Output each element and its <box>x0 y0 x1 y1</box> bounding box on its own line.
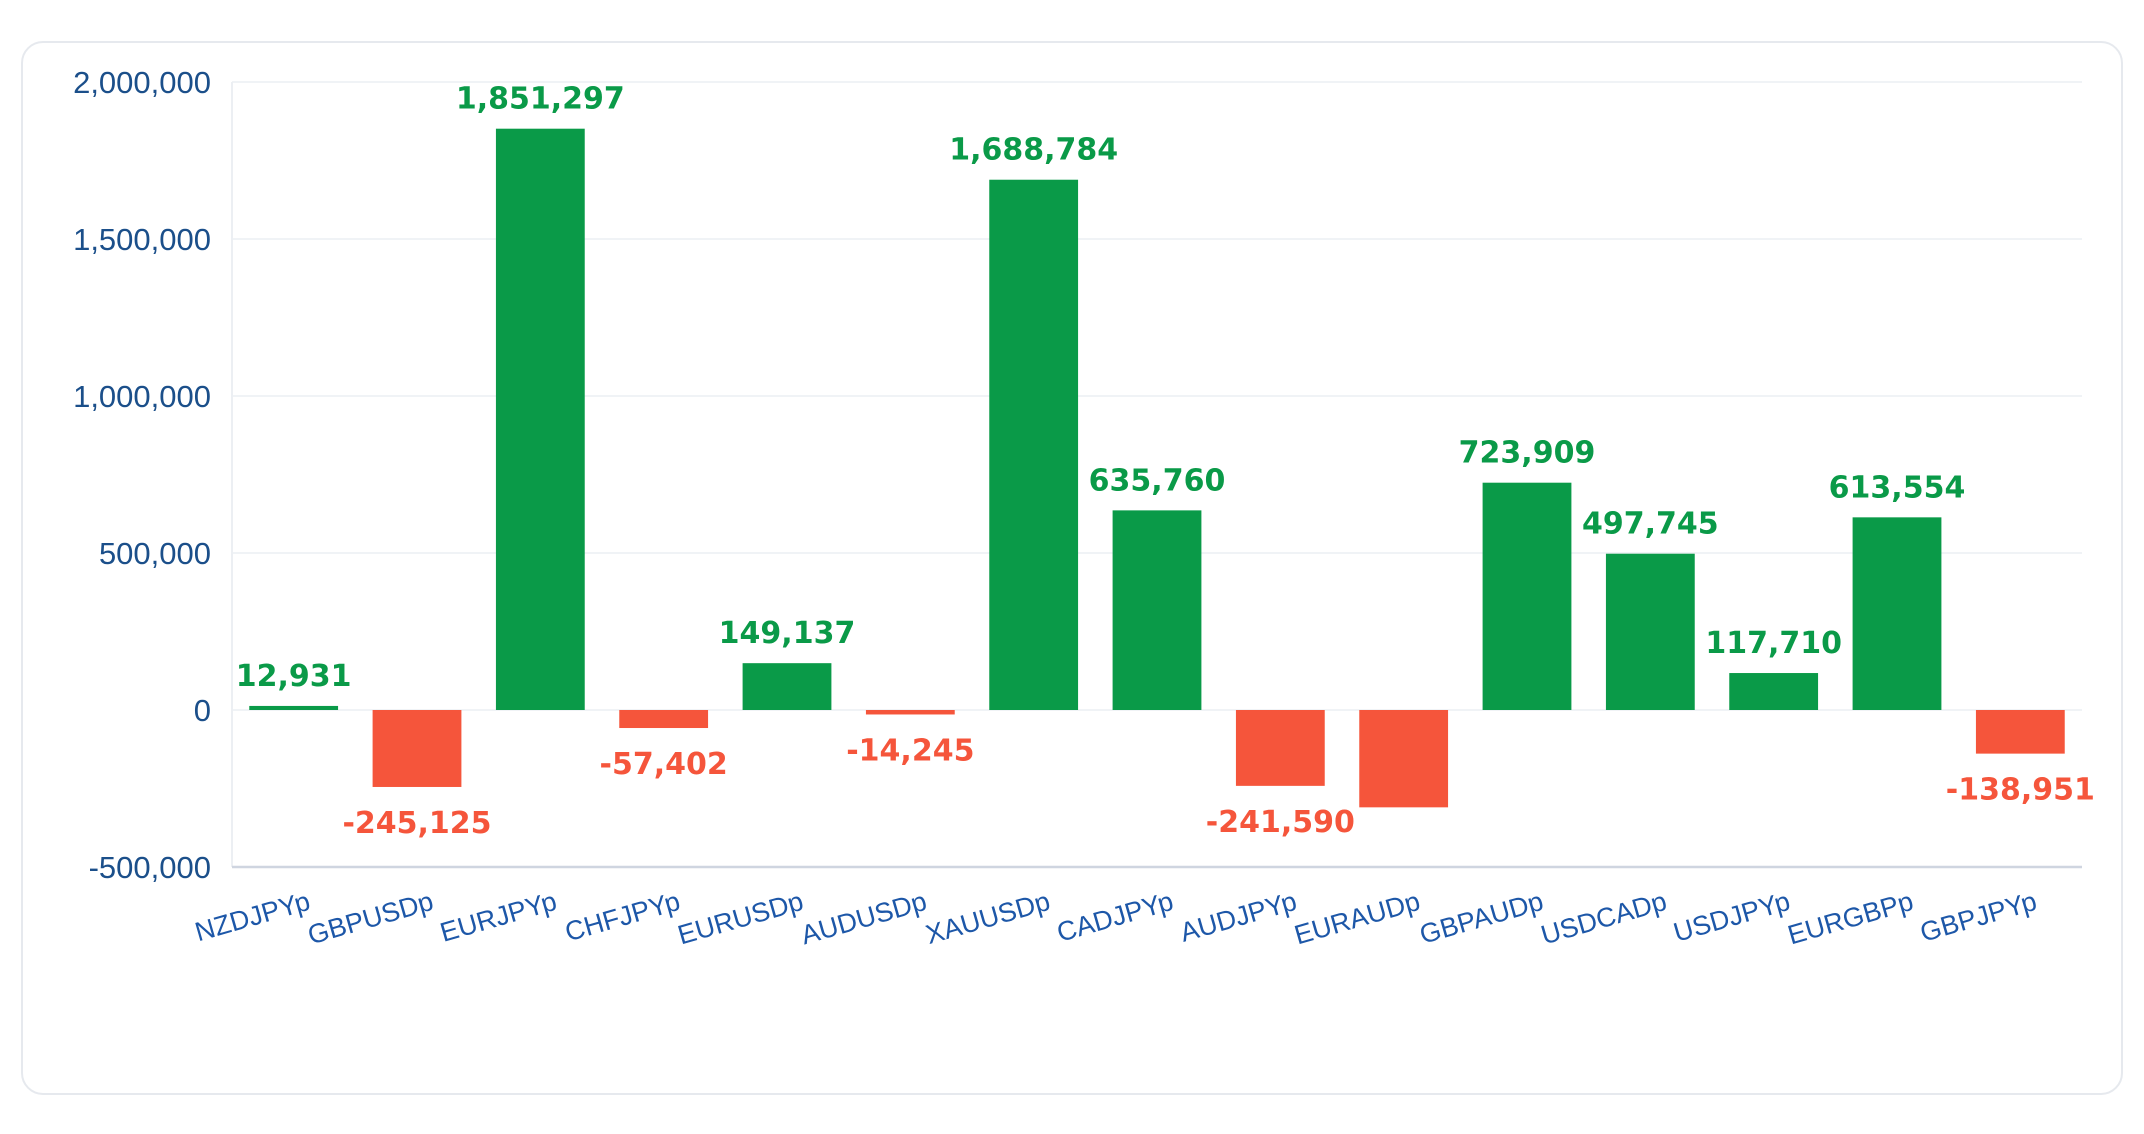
data-label: -57,402 <box>600 747 728 782</box>
bar-chfjpyp <box>619 710 709 729</box>
bar-eurgbpp <box>1852 517 1942 710</box>
bar-gbpaudp <box>1482 482 1572 710</box>
data-label: -14,245 <box>846 733 974 768</box>
bar-eurusdp <box>742 663 832 710</box>
x-tick-label: AUDJPYp <box>1177 886 1300 948</box>
data-label: 149,137 <box>719 616 856 651</box>
bar-nzdjpyp <box>249 705 339 710</box>
data-label: -138,951 <box>1946 773 2095 808</box>
bar-usdcadp <box>1605 553 1695 710</box>
bar-xauusdp <box>989 179 1079 711</box>
x-tick-label: USDJPYp <box>1670 886 1793 948</box>
y-tick-label: -500,000 <box>89 850 211 885</box>
x-tick-label: AUDUSDp <box>798 886 930 950</box>
bar-eurjpyp <box>495 128 585 710</box>
x-tick-label: EURGBPp <box>1784 886 1916 950</box>
data-label: -241,590 <box>1206 805 1355 840</box>
data-label: 723,909 <box>1459 436 1596 471</box>
bar-gbpjpyp <box>1975 710 2065 754</box>
data-label: 1,688,784 <box>949 133 1118 168</box>
data-label: 635,760 <box>1089 463 1226 498</box>
bar-audjpyp <box>1235 710 1325 786</box>
y-tick-label: 500,000 <box>99 536 211 571</box>
bar-euraudp <box>1359 710 1449 808</box>
x-tick-label: GBPUSDp <box>304 886 436 950</box>
data-label: 12,931 <box>236 659 352 694</box>
y-tick-label: 1,000,000 <box>73 379 211 414</box>
data-label: 1,851,297 <box>456 82 625 117</box>
bar-audusdp <box>865 710 955 715</box>
x-tick-label: EURUSDp <box>674 886 806 950</box>
y-tick-label: 2,000,000 <box>73 65 211 100</box>
x-tick-label: GBPAUDp <box>1416 886 1546 950</box>
data-label: 117,710 <box>1705 626 1842 661</box>
x-tick-label: XAUUSDp <box>922 886 1053 950</box>
x-tick-label: EURJPYp <box>437 886 560 948</box>
data-labels: 12,931 -245,125 1,851,297 -57,402 149,137 -14… <box>236 82 2095 841</box>
x-tick-label: NZDJPYp <box>192 886 314 947</box>
x-tick-label: EURAUDp <box>1291 886 1423 950</box>
x-tick-label: GBPJPYp <box>1917 886 2040 948</box>
y-tick-label: 0 <box>194 693 211 728</box>
bars <box>249 128 2065 808</box>
bar-gbpusdp <box>372 710 462 787</box>
bar-usdjpyp <box>1729 673 1819 710</box>
bar-cadjpyp <box>1112 510 1202 710</box>
y-axis: -500,000 0 500,000 1,000,000 1,500,000 2,000,… <box>73 65 211 885</box>
y-tick-label: 1,500,000 <box>73 222 211 257</box>
data-label: 613,554 <box>1829 470 1966 505</box>
x-tick-label: USDCADp <box>1538 886 1670 950</box>
data-label: 497,745 <box>1582 507 1719 542</box>
data-label: -245,125 <box>342 806 491 841</box>
x-tick-label: CHFJPYp <box>562 886 684 947</box>
x-tick-label: CADJPYp <box>1053 886 1176 948</box>
